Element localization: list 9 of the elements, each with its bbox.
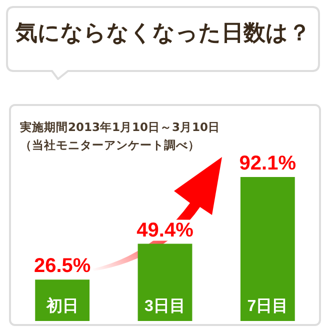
text: （当社モニターアンケート調べ） xyxy=(20,137,201,154)
data-label: 26.5% xyxy=(34,255,91,278)
text: 実施期間2013年1月10日～3月10日 xyxy=(20,119,220,136)
x-tick-label: 7日目 xyxy=(247,298,288,316)
chart-title: 気にならなくなった日数は？ xyxy=(14,20,312,48)
x-tick-label: 3日目 xyxy=(144,298,186,316)
data-label: 49.4% xyxy=(136,219,194,242)
x-tick-label: 初日 xyxy=(45,297,78,316)
data-label: 92.1% xyxy=(239,152,296,175)
